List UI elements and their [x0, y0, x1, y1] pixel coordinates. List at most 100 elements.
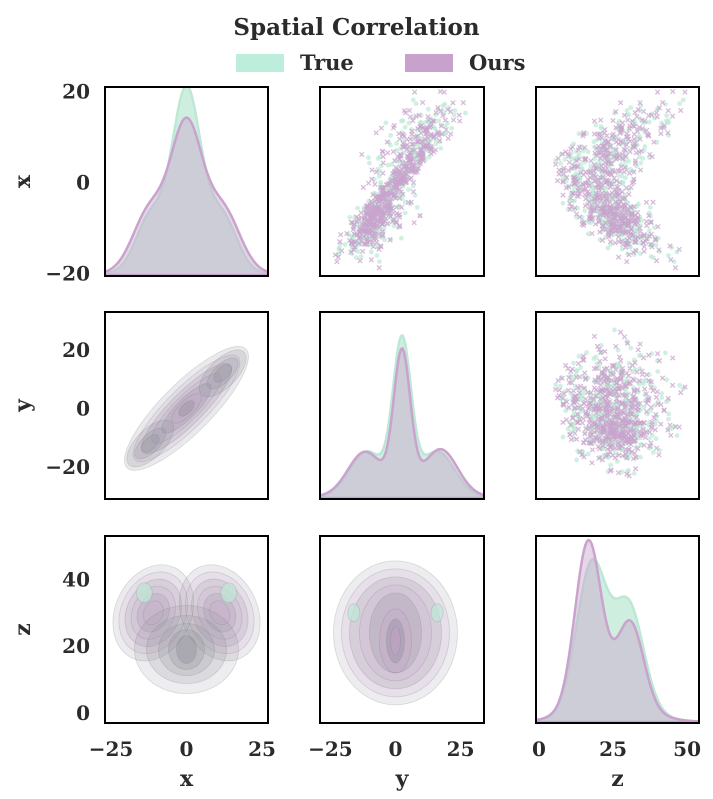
- scatter-point-ours: [618, 372, 624, 378]
- xtick-label-x-2: 25: [248, 737, 276, 761]
- scatter-point-ours: [567, 206, 573, 213]
- scatter-point-ours: [428, 131, 434, 137]
- scatter-point-ours: [450, 100, 456, 106]
- scatter-point-ours: [569, 190, 576, 196]
- xlabel-z: z: [611, 766, 624, 792]
- scatter-point-ours: [443, 126, 449, 133]
- scatter-point-ours: [601, 151, 607, 158]
- xtick-label-y-0: −25: [308, 737, 353, 761]
- scatter-point-ours: [568, 203, 574, 210]
- scatter-point-ours: [575, 384, 581, 391]
- scatter-point-ours: [362, 214, 368, 221]
- scatter-point-ours: [625, 340, 631, 346]
- scatter-point-ours: [385, 150, 391, 156]
- ytick-label-y-2: 20: [62, 338, 90, 362]
- scatter-point-ours: [653, 445, 660, 451]
- scatter-point-true: [418, 119, 424, 125]
- scatter-point-ours: [565, 387, 572, 394]
- scatter-point-ours: [353, 214, 360, 220]
- kde-ours-x: [105, 116, 268, 276]
- kde-true-x: [105, 87, 268, 276]
- scatter-point-ours: [637, 136, 643, 142]
- scatter-point-true: [578, 162, 584, 167]
- scatter-point-ours: [640, 355, 647, 361]
- scatter-point-ours: [581, 172, 587, 178]
- scatter-point-ours: [397, 151, 403, 157]
- scatter-point-true: [623, 175, 628, 181]
- scatter-point-ours: [647, 443, 653, 449]
- scatter-point-ours: [612, 436, 619, 442]
- panel-frame-z-y: [319, 535, 485, 724]
- scatter-point-true: [382, 237, 388, 243]
- scatter-point-ours: [629, 210, 635, 217]
- scatter-point-ours: [582, 144, 588, 151]
- scatter-point-ours: [566, 159, 572, 166]
- scatter-point-true: [653, 242, 659, 248]
- scatter-point-ours: [626, 229, 632, 235]
- scatter-point-ours: [582, 376, 589, 382]
- scatter-point-ours: [580, 405, 586, 412]
- scatter-point-true: [571, 360, 576, 366]
- scatter-point-ours: [588, 431, 594, 438]
- scatter-point-ours: [668, 432, 674, 439]
- scatter-point-ours: [414, 139, 420, 145]
- scatter-point-ours: [619, 400, 626, 406]
- scatter-point-ours: [598, 117, 604, 123]
- kde-lobe: [134, 427, 167, 460]
- scatter-point-ours: [399, 144, 406, 150]
- scatter-point-true: [378, 163, 384, 169]
- scatter-point-ours: [612, 193, 618, 199]
- scatter-point-ours: [582, 203, 589, 209]
- scatter-point-ours: [586, 199, 592, 205]
- scatter-point-ours: [622, 164, 628, 171]
- scatter-point-ours: [617, 168, 623, 174]
- scatter-point-ours: [382, 185, 388, 191]
- scatter-point-ours: [634, 113, 640, 120]
- scatter-point-ours: [633, 414, 639, 420]
- scatter-point-ours: [641, 244, 647, 250]
- scatter-point-true: [626, 159, 632, 164]
- scatter-point-true: [367, 160, 372, 166]
- scatter-point-ours: [593, 190, 599, 197]
- kde-level: [151, 373, 222, 444]
- scatter-point-true: [619, 469, 625, 475]
- scatter-point-ours: [360, 184, 366, 191]
- scatter-point-ours: [580, 357, 586, 363]
- scatter-point-ours: [402, 174, 409, 180]
- scatter-point-ours: [374, 218, 380, 224]
- scatter-point-ours: [626, 191, 632, 197]
- scatter-point-ours: [602, 356, 608, 362]
- scatter-point-ours: [626, 170, 633, 176]
- scatter-point-ours: [632, 212, 639, 219]
- scatter-point-ours: [370, 244, 377, 250]
- scatter-point-true: [620, 181, 625, 187]
- scatter-point-ours: [591, 207, 597, 214]
- xlabel-x: x: [180, 766, 194, 792]
- scatter-point-ours: [618, 223, 624, 229]
- scatter-point-ours: [415, 159, 422, 166]
- ytick-label-z-2: 40: [62, 567, 90, 591]
- scatter-point-ours: [614, 155, 621, 161]
- scatter-point-ours: [563, 417, 570, 423]
- scatter-point-true: [562, 157, 568, 162]
- scatter-point-ours: [593, 145, 600, 152]
- scatter-point-true: [652, 403, 657, 408]
- kde-contour-x-z: [112, 564, 261, 694]
- scatter-point-true: [388, 133, 393, 138]
- scatter-point-ours: [600, 373, 607, 379]
- panel-frame-y-y: [319, 311, 485, 500]
- panel-frame-x-z: [535, 86, 700, 277]
- scatter-point-true: [652, 225, 657, 230]
- scatter-point-ours: [621, 169, 627, 175]
- scatter-point-ours: [574, 411, 581, 417]
- scatter-point-ours: [366, 238, 373, 245]
- scatter-point-ours: [659, 375, 666, 381]
- scatter-point-true: [414, 205, 420, 210]
- scatter-point-ours: [365, 203, 371, 210]
- scatter-point-ours: [601, 147, 607, 153]
- panel-frame-x-y: [319, 86, 485, 277]
- scatter-point-ours: [366, 209, 372, 215]
- scatter-point-ours: [625, 430, 631, 436]
- xtick-label-y-2: 25: [447, 737, 475, 761]
- scatter-point-ours: [362, 216, 368, 222]
